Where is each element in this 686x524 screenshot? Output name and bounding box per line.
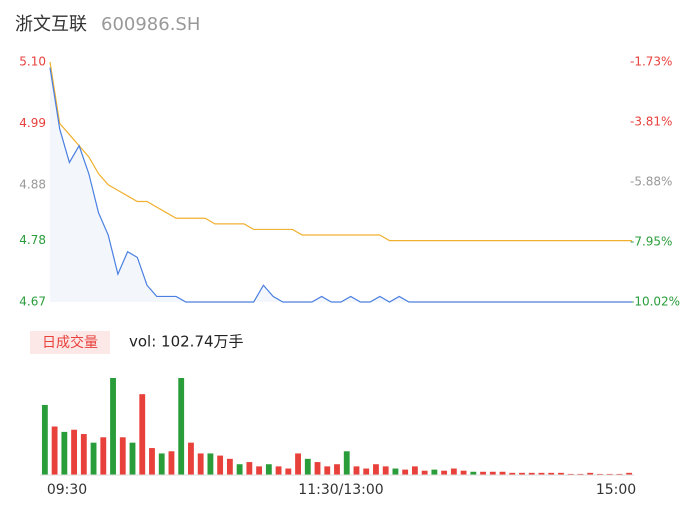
volume-bar <box>373 464 379 475</box>
y2-tick-label: -7.95% <box>630 235 672 249</box>
volume-bar <box>80 434 87 475</box>
volume-bar <box>392 468 399 475</box>
volume-bar <box>334 464 340 475</box>
volume-bar <box>587 472 594 475</box>
y-tick-label: 4.99 <box>19 116 46 130</box>
volume-bar <box>324 466 331 475</box>
volume-bar <box>158 453 165 475</box>
volume-bar <box>295 453 301 475</box>
volume-bar <box>363 468 370 475</box>
volume-bar <box>314 462 321 475</box>
volume-bar <box>285 468 292 475</box>
volume-bar <box>256 466 263 475</box>
price-line <box>49 67 632 303</box>
volume-bar <box>538 472 545 475</box>
volume-bar <box>236 464 243 475</box>
y-tick-label: 5.10 <box>19 55 46 69</box>
y-tick-label: 4.78 <box>19 233 46 247</box>
volume-bar <box>129 442 136 475</box>
volume-bar <box>499 471 506 475</box>
volume-bar <box>61 431 68 475</box>
volume-label-box <box>30 331 110 354</box>
price-line <box>49 61 632 242</box>
volume-bar <box>51 426 58 475</box>
stock-code: 600986.SH <box>101 14 200 35</box>
volume-bar <box>489 471 496 475</box>
y-tick-label: 4.67 <box>19 295 46 309</box>
volume-bar <box>441 470 448 475</box>
volume-bar <box>119 437 126 475</box>
volume-bar <box>139 394 146 475</box>
y2-tick-label: -3.81% <box>630 115 672 129</box>
volume-bar <box>626 472 633 475</box>
volume-bar <box>226 458 233 475</box>
volume-bar <box>606 473 613 475</box>
volume-bar <box>41 404 48 475</box>
volume-bar <box>188 442 194 475</box>
volume-bar <box>207 453 214 475</box>
volume-bar <box>149 448 155 475</box>
volume-bar <box>460 470 467 475</box>
volume-bar <box>616 473 623 475</box>
volume-bar <box>402 469 409 475</box>
x-tick-label: 15:00 <box>596 482 636 498</box>
volume-bar <box>343 451 350 475</box>
volume-bar <box>548 472 555 475</box>
volume-bar <box>480 471 486 475</box>
volume-bar <box>411 466 418 475</box>
volume-bar <box>275 466 282 475</box>
volume-bar <box>217 455 224 475</box>
volume-bar <box>71 429 78 475</box>
x-tick-label: 11:30/13:00 <box>298 482 383 498</box>
volume-bar <box>577 473 584 475</box>
y2-tick-label: -5.88% <box>630 175 672 189</box>
volume-bar <box>431 469 438 475</box>
volume-bar <box>353 466 360 475</box>
volume-bar <box>421 470 428 475</box>
volume-bar <box>567 473 574 475</box>
volume-bar <box>450 468 457 475</box>
y-tick-label: 4.88 <box>19 177 46 191</box>
volume-bar <box>509 472 516 475</box>
volume-bar <box>265 464 272 475</box>
volume-bar <box>528 472 535 475</box>
volume-bar <box>246 462 253 475</box>
volume-bar <box>197 453 204 475</box>
chart-title: 浙文互联 <box>15 14 87 35</box>
volume-bar <box>178 378 185 475</box>
price-area <box>50 67 632 303</box>
x-tick-label: 09:30 <box>47 482 87 498</box>
volume-label: 日成交量 <box>42 334 98 351</box>
y2-tick-label: -10.02% <box>630 295 680 309</box>
volume-bar <box>596 473 603 475</box>
volume-bar <box>304 458 311 475</box>
volume-bar <box>382 466 389 475</box>
y2-tick-label: -1.73% <box>630 55 672 69</box>
volume-bar <box>558 472 564 475</box>
volume-summary: vol: 102.74万手 <box>129 333 244 351</box>
volume-bar <box>470 471 477 475</box>
volume-bar <box>519 472 525 475</box>
volume-bar <box>100 437 107 475</box>
volume-bar <box>168 451 175 475</box>
volume-bar <box>110 378 116 475</box>
volume-bar <box>90 442 97 475</box>
